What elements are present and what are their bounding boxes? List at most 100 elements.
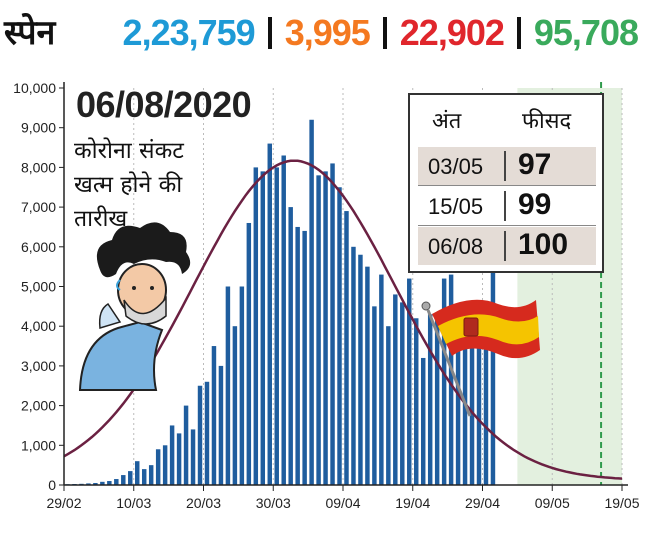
case-bar	[162, 445, 168, 485]
case-bar	[239, 286, 245, 485]
case-bar	[372, 306, 377, 485]
case-bar	[490, 266, 496, 485]
case-bar	[135, 461, 140, 485]
case-bar	[218, 365, 224, 485]
case-bar	[476, 322, 482, 485]
x-tick-label: 10/03	[116, 495, 151, 511]
case-bar	[253, 167, 259, 485]
case-bar	[295, 226, 300, 485]
case-bar	[427, 314, 433, 485]
case-bar	[414, 318, 419, 485]
case-bar	[358, 254, 363, 485]
stat-new-cases: 3,995	[284, 12, 371, 53]
y-tick-label: 4,000	[21, 318, 56, 334]
stats-bar: 2,23,759 3,995 22,902 95,708	[122, 12, 639, 54]
case-bar	[330, 163, 335, 485]
row-date: 03/05	[428, 154, 484, 179]
case-bar	[448, 274, 454, 485]
case-bar	[260, 171, 266, 485]
table-row: 15/05 99	[418, 187, 596, 226]
case-bar	[351, 246, 356, 485]
row-percent: 97	[518, 148, 552, 181]
x-tick-label: 29/04	[465, 495, 500, 511]
y-tick-label: 7,000	[21, 199, 56, 215]
case-bar	[169, 425, 175, 485]
row-rule	[418, 185, 596, 186]
y-tick-label: 0	[48, 477, 56, 493]
y-tick-label: 10,000	[13, 80, 56, 96]
x-tick-label: 29/02	[46, 495, 81, 511]
case-bar	[93, 483, 98, 485]
stat-separator	[516, 17, 521, 49]
case-bar	[469, 314, 475, 485]
stat-separator	[382, 17, 387, 49]
case-bar	[323, 171, 328, 485]
country-title: स्पेन	[4, 13, 56, 53]
case-bar	[400, 302, 405, 485]
case-bar	[190, 429, 196, 485]
case-bar	[107, 481, 112, 485]
case-bar	[309, 119, 314, 485]
stat-total-cases: 2,23,759	[122, 12, 256, 53]
y-tick-label: 9,000	[21, 120, 56, 136]
case-bar	[386, 326, 391, 485]
masked-person-illustration	[78, 222, 191, 391]
x-tick-label: 09/04	[325, 495, 360, 511]
case-bar	[86, 483, 91, 485]
row-divider	[504, 191, 506, 221]
row-date: 06/08	[428, 234, 484, 259]
row-divider	[504, 231, 506, 261]
stat-recovered: 95,708	[533, 12, 639, 53]
case-bar	[155, 449, 161, 485]
case-bar	[337, 187, 342, 485]
y-tick-label: 2,000	[21, 398, 56, 414]
fitted-curve	[63, 159, 623, 480]
table-row: 06/08 100	[418, 227, 596, 265]
case-bar	[302, 230, 307, 485]
case-bar	[267, 143, 272, 485]
header-percent: फीसद	[522, 109, 572, 134]
case-bar	[128, 471, 133, 485]
case-bar	[379, 274, 384, 485]
y-tick-label: 5,000	[21, 279, 56, 295]
case-bar	[246, 222, 252, 486]
case-bar	[434, 314, 440, 485]
case-bar	[316, 175, 321, 485]
x-tick-label: 30/03	[256, 495, 291, 511]
table-header: अंत फीसद	[410, 105, 602, 139]
x-tick-label: 19/05	[604, 495, 639, 511]
case-bar	[225, 286, 231, 485]
case-bar	[281, 155, 286, 485]
y-tick-label: 8,000	[21, 159, 56, 175]
header-end: अंत	[432, 109, 462, 134]
case-bar	[344, 211, 349, 485]
x-tick-label: 20/03	[186, 495, 221, 511]
row-rule	[418, 225, 596, 226]
case-bar	[274, 167, 279, 485]
x-tick-label: 19/04	[395, 495, 430, 511]
case-bar	[148, 465, 154, 485]
case-bar	[288, 207, 293, 485]
case-bar	[204, 381, 210, 485]
header: स्पेन 2,23,759 3,995 22,902 95,708	[0, 0, 650, 70]
case-bar	[183, 405, 189, 485]
case-bar	[197, 385, 203, 485]
y-tick-label: 1,000	[21, 437, 56, 453]
case-bar	[407, 278, 412, 485]
case-bar	[141, 469, 147, 485]
stat-separator	[267, 17, 272, 49]
row-percent: 100	[518, 228, 569, 261]
case-bar	[100, 481, 105, 485]
case-bar	[420, 357, 426, 485]
spain-flag-icon	[421, 299, 540, 417]
y-tick-label: 3,000	[21, 358, 56, 374]
y-tick-label: 6,000	[21, 239, 56, 255]
case-bar	[365, 266, 370, 485]
stat-deaths: 22,902	[399, 12, 505, 53]
case-bar	[393, 294, 398, 485]
table-row: 03/05 97	[418, 147, 596, 186]
case-bar	[114, 479, 119, 485]
case-bar	[441, 278, 447, 485]
end-date-caption: कोरोना संकट खत्म होने की तारीख	[74, 138, 184, 232]
x-tick-label: 09/05	[535, 495, 570, 511]
